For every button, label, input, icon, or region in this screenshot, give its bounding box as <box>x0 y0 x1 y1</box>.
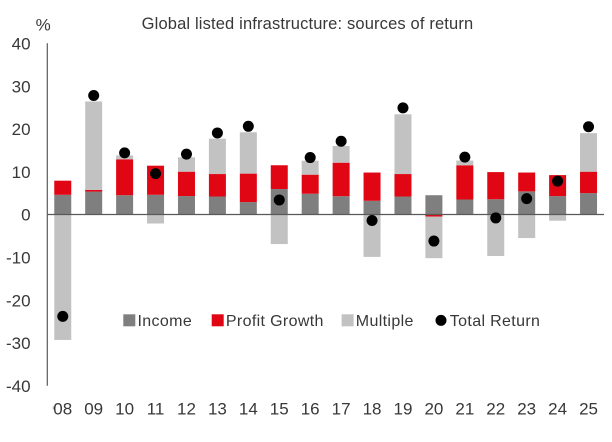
svg-text:Profit Growth: Profit Growth <box>226 313 324 330</box>
svg-text:19: 19 <box>394 400 413 419</box>
svg-text:18: 18 <box>363 400 382 419</box>
svg-text:-30: -30 <box>6 334 31 353</box>
svg-text:24: 24 <box>548 400 567 419</box>
svg-text:15: 15 <box>270 400 289 419</box>
svg-text:-20: -20 <box>6 291 31 310</box>
svg-text:12: 12 <box>177 400 196 419</box>
svg-text:Income: Income <box>138 313 193 330</box>
svg-text:-40: -40 <box>6 377 31 396</box>
svg-text:17: 17 <box>332 400 351 419</box>
svg-text:09: 09 <box>84 400 103 419</box>
svg-text:25: 25 <box>579 400 598 419</box>
svg-text:Global listed infrastructure:: Global listed infrastructure: sources of… <box>142 15 474 33</box>
svg-text:20: 20 <box>12 120 31 139</box>
svg-text:10: 10 <box>115 400 134 419</box>
svg-text:10: 10 <box>12 163 31 182</box>
svg-text:40: 40 <box>12 34 31 53</box>
svg-text:%: % <box>36 15 51 34</box>
svg-text:Total Return: Total Return <box>450 313 540 330</box>
svg-text:08: 08 <box>53 400 72 419</box>
svg-text:23: 23 <box>517 400 536 419</box>
svg-text:-10: -10 <box>6 249 31 268</box>
svg-text:21: 21 <box>455 400 474 419</box>
svg-text:14: 14 <box>239 400 258 419</box>
svg-text:16: 16 <box>301 400 320 419</box>
svg-text:Multiple: Multiple <box>356 313 414 330</box>
svg-text:11: 11 <box>147 400 165 419</box>
svg-text:0: 0 <box>21 206 30 225</box>
svg-text:22: 22 <box>486 400 505 419</box>
svg-text:20: 20 <box>424 400 443 419</box>
svg-text:13: 13 <box>208 400 227 419</box>
svg-text:30: 30 <box>12 77 31 96</box>
